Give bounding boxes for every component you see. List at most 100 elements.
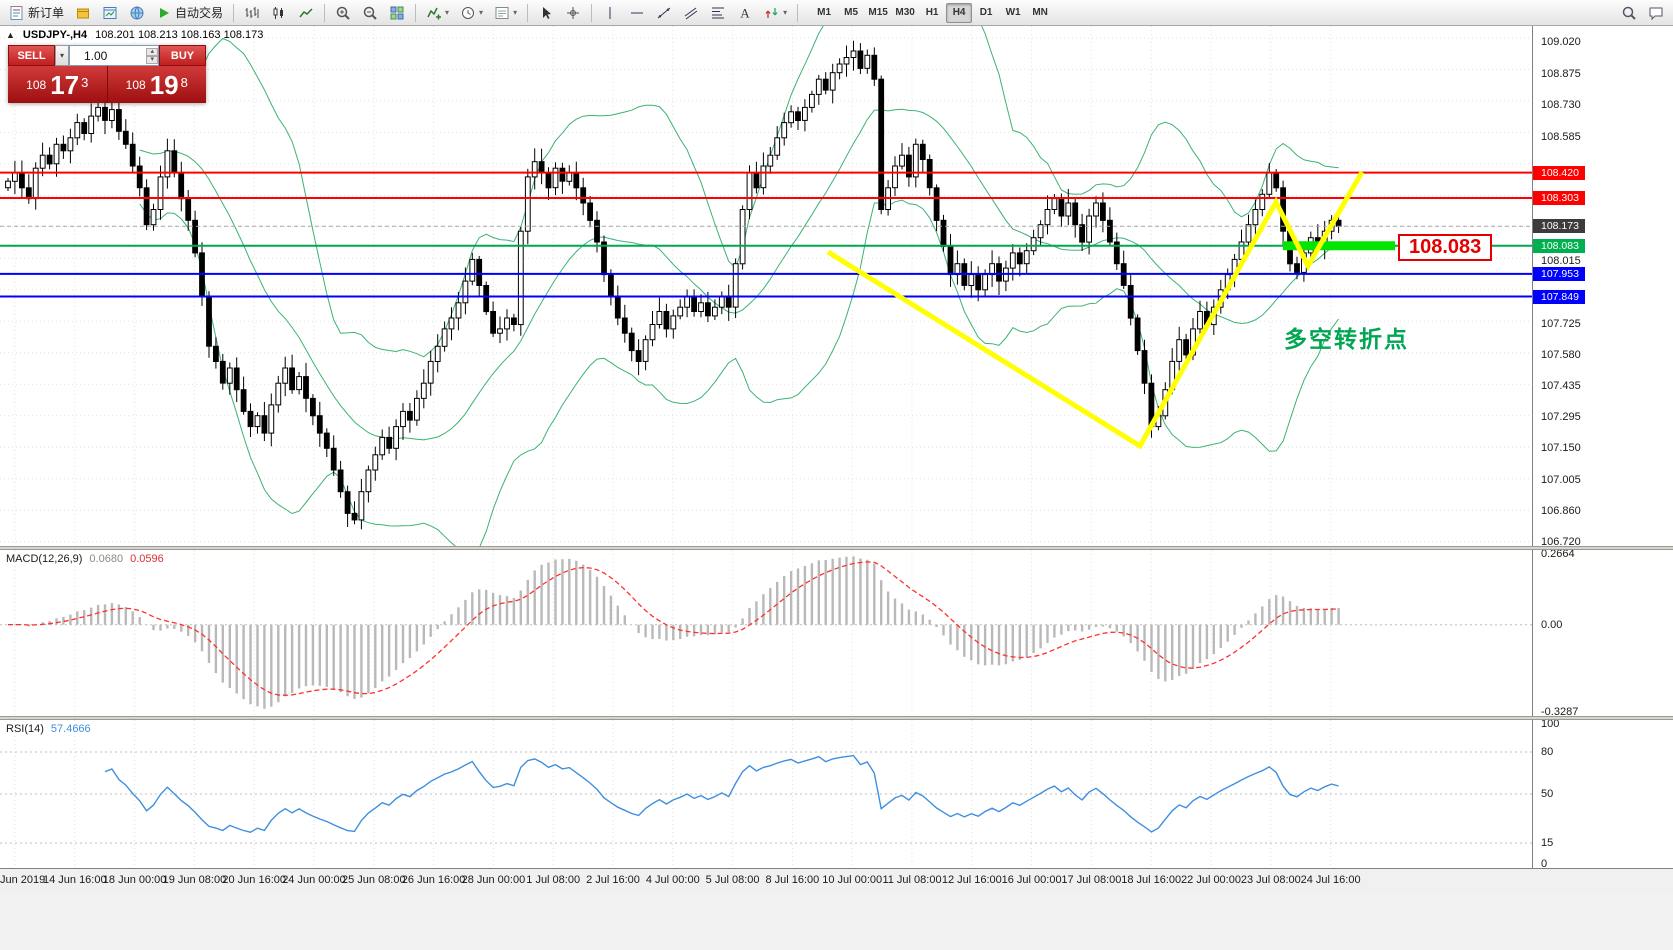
market-button[interactable]	[70, 2, 96, 24]
time-tick: 12 Jul 16:00	[941, 874, 1002, 886]
sell-button[interactable]: SELL	[8, 45, 55, 66]
rsi-label-row: RSI(14) 57.4666	[6, 723, 91, 735]
main-chart[interactable]	[0, 26, 1532, 546]
time-tick: 2 Jul 16:00	[586, 874, 640, 886]
indicators-button[interactable]: ▾	[421, 2, 454, 24]
time-tick: 11 Jul 08:00	[882, 874, 942, 886]
price-axis[interactable]: 109.020 108.875 108.730 108.585 108.015 107.7…	[1532, 26, 1673, 870]
line-chart-button[interactable]	[293, 2, 319, 24]
chevron-down-icon: ▾	[479, 8, 484, 17]
fibonacci-button[interactable]	[705, 2, 731, 24]
timeframe-d1-button[interactable]: D1	[979, 7, 993, 18]
template-icon	[494, 5, 510, 21]
crosshair-icon	[565, 5, 581, 21]
market-icon	[75, 5, 91, 21]
channel-button[interactable]	[678, 2, 704, 24]
price-badge: 108.083	[1533, 238, 1585, 253]
horizontal-line-button[interactable]	[624, 2, 650, 24]
rsi-label: RSI(14)	[6, 723, 44, 735]
macd-label-row: MACD(12,26,9) 0.0680 0.0596	[6, 553, 164, 565]
tile-windows-button[interactable]	[384, 2, 410, 24]
timeframe-mn-button[interactable]: MN	[1032, 7, 1048, 18]
price-tick: 107.150	[1541, 442, 1581, 455]
vertical-line-button[interactable]	[597, 2, 623, 24]
bid-price[interactable]: 108 17 3	[8, 66, 108, 103]
periods-button[interactable]: ▾	[455, 2, 488, 24]
trendline-icon	[656, 5, 672, 21]
timeframe-w1-button[interactable]: W1	[1005, 7, 1021, 18]
rsi-chart[interactable]	[0, 720, 1532, 868]
candle-chart-button[interactable]	[266, 2, 292, 24]
play-icon	[156, 5, 172, 21]
arrows-icon	[764, 5, 780, 21]
crosshair-button[interactable]	[560, 2, 586, 24]
timeframe-m5-button[interactable]: M5	[844, 7, 859, 18]
chat-button[interactable]	[1643, 2, 1669, 24]
search-button[interactable]	[1616, 2, 1642, 24]
bars-icon	[244, 5, 260, 21]
time-tick: 13 Jun 2019	[0, 874, 46, 886]
macd-chart[interactable]	[0, 550, 1532, 716]
line-icon	[298, 5, 314, 21]
time-tick: 25 Jun 08:00	[341, 874, 406, 886]
toolbar-separator	[324, 3, 326, 22]
timeframe-m1-button[interactable]: M1	[817, 7, 832, 18]
zoom-out-button[interactable]	[357, 2, 383, 24]
volume-input[interactable]: 1.00 ▴ ▾	[69, 45, 159, 66]
macd-tick: 0.2664	[1541, 548, 1575, 560]
price-tick: 106.860	[1541, 505, 1581, 518]
cursor-button[interactable]	[533, 2, 559, 24]
time-tick: 16 Jul 00:00	[1001, 874, 1062, 886]
arrows-button[interactable]: ▾	[759, 2, 792, 24]
templates-button[interactable]: ▾	[489, 2, 522, 24]
panel-splitter[interactable]	[0, 716, 1673, 720]
price-badge: 107.849	[1533, 289, 1585, 304]
macd-tick: 0.00	[1541, 618, 1563, 631]
timeframe-h4-button[interactable]: H4	[946, 2, 973, 23]
zoom-in-button[interactable]	[330, 2, 356, 24]
auto-trading-button-label: 自动交易	[175, 6, 224, 20]
toolbar-separator	[797, 3, 799, 22]
new-order-icon	[9, 5, 25, 21]
time-tick: 26 Jun 16:00	[401, 874, 466, 886]
indicator-icon	[426, 5, 442, 21]
main-chart-panel: ▲ USDJPY-,H4 108.201 108.213 108.163 108…	[0, 26, 1532, 546]
channel-icon	[683, 5, 699, 21]
yellow-zigzag-line[interactable]	[826, 170, 1365, 450]
price-tick: 108.585	[1541, 130, 1581, 143]
volume-down-button[interactable]: ▾	[146, 55, 158, 64]
time-tick: 23 Jul 08:00	[1240, 874, 1301, 886]
bar-chart-button[interactable]	[239, 2, 265, 24]
price-badge: 108.420	[1533, 165, 1585, 180]
buy-button[interactable]: BUY	[159, 45, 206, 66]
turning-point-annotation[interactable]: 多空转折点	[1284, 326, 1409, 352]
macd-tick: -0.3287	[1541, 706, 1579, 718]
text-icon: A	[737, 5, 753, 21]
text-button[interactable]: A	[732, 2, 758, 24]
volume-dropdown-button[interactable]: ▾	[55, 45, 69, 66]
toolbar-separator	[527, 3, 529, 22]
time-tick: 10 Jul 00:00	[822, 874, 883, 886]
timeframe-group: M1 M5 M15 M30 H1 H4 D1 W1 MN	[811, 2, 1053, 23]
auto-trading-button[interactable]: 自动交易	[151, 2, 228, 24]
volume-up-button[interactable]: ▴	[146, 47, 158, 56]
timeframe-m15-button[interactable]: M15	[868, 7, 888, 18]
price-tick: 107.295	[1541, 410, 1581, 423]
one-click-panel-toggle-icon[interactable]: ▲	[6, 30, 15, 40]
time-tick: 22 Jul 00:00	[1181, 874, 1241, 886]
new-order-button[interactable]: 新订单	[4, 2, 69, 24]
panel-splitter[interactable]	[0, 546, 1673, 550]
price-tick: 107.005	[1541, 473, 1581, 486]
chart-header: ▲ USDJPY-,H4 108.201 108.213 108.163 108…	[6, 29, 263, 41]
community-button[interactable]	[124, 2, 150, 24]
bottom-filler	[0, 892, 1673, 950]
price-callout-label[interactable]: 108.083	[1398, 234, 1493, 261]
charts-button[interactable]	[97, 2, 123, 24]
toolbar-separator	[415, 3, 417, 22]
trendline-button[interactable]	[651, 2, 677, 24]
timeframe-h1-button[interactable]: H1	[925, 7, 939, 18]
ask-price[interactable]: 108 19 8	[107, 66, 206, 103]
timeframe-m30-button[interactable]: M30	[895, 7, 915, 18]
cursor-icon	[538, 5, 554, 21]
